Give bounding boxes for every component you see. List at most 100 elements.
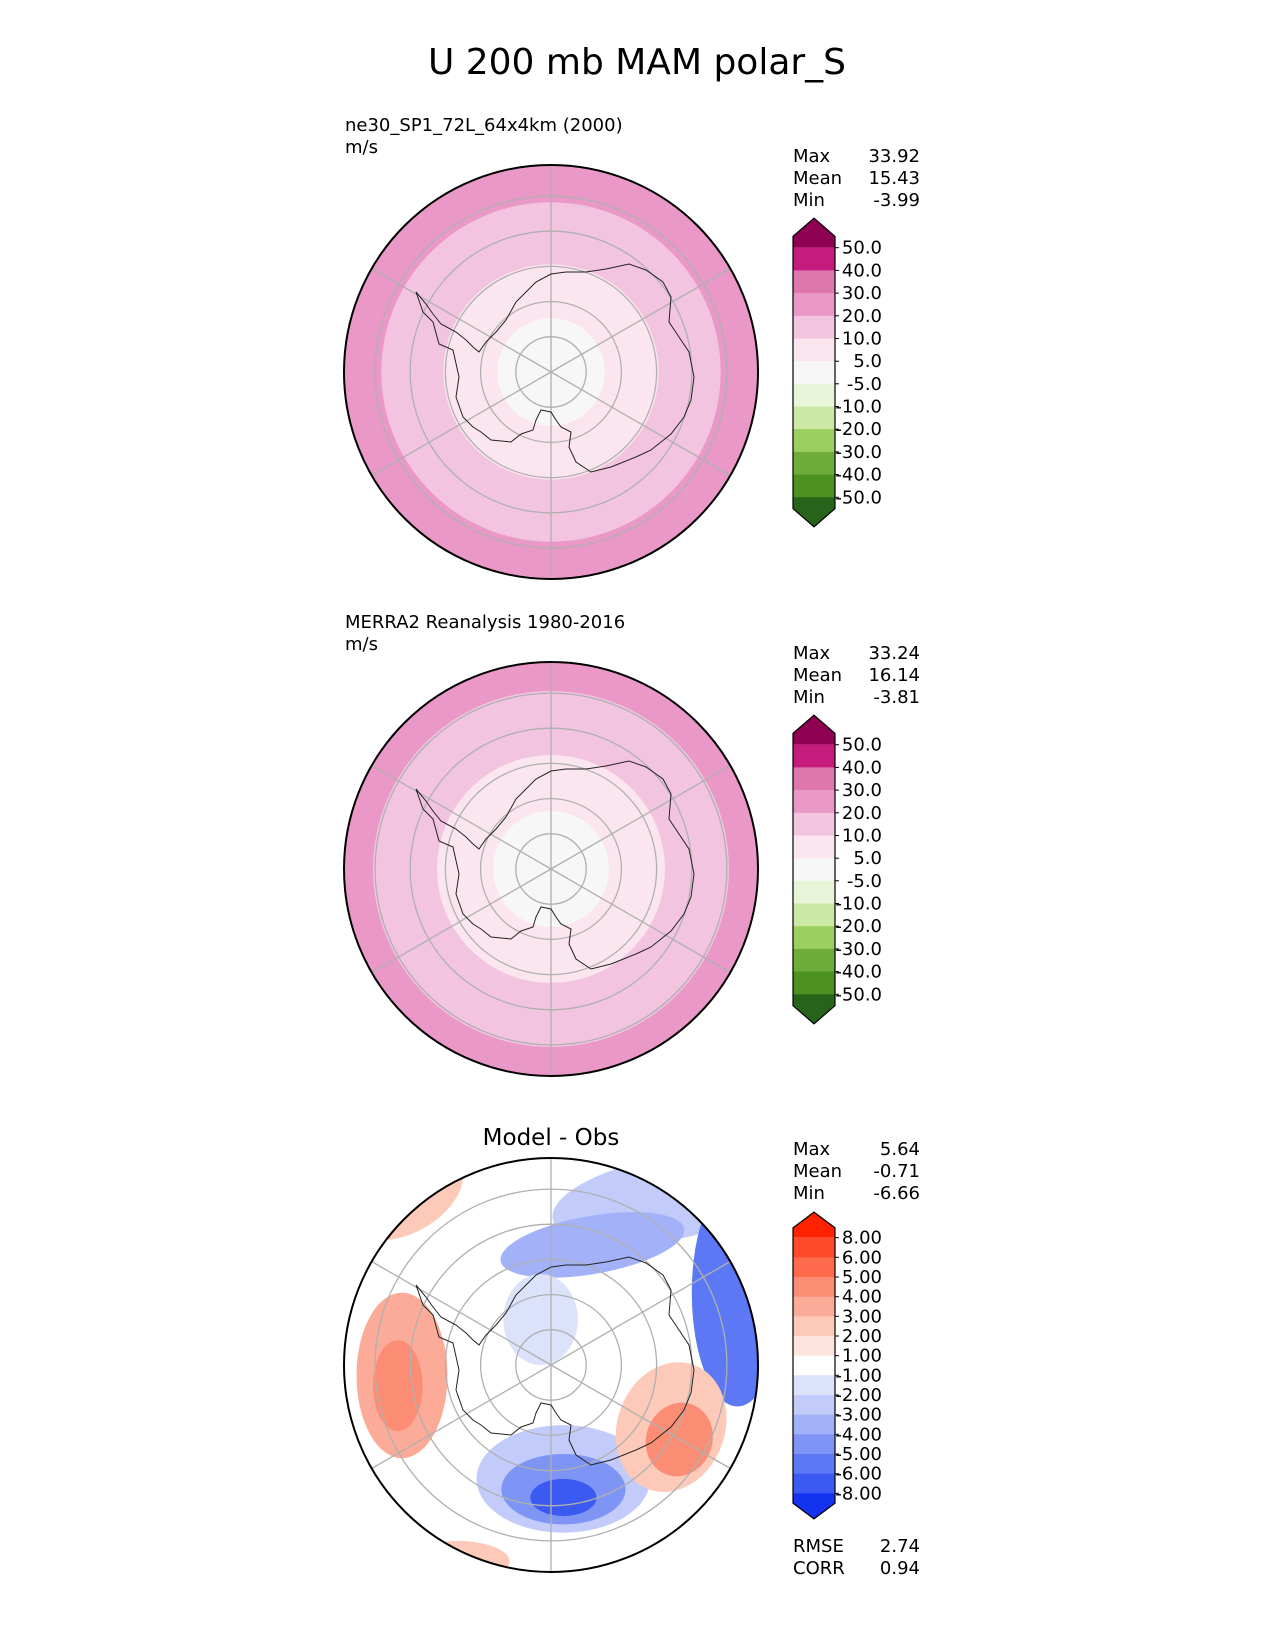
colorbar-tick-label: 20.0 [842, 803, 882, 824]
colorbar-swatch [793, 406, 835, 430]
colorbar-tick-label: -30.0 [835, 442, 882, 463]
meridian-line [371, 868, 552, 974]
panel-units: m/s [345, 634, 378, 655]
colorbar-swatch [793, 497, 835, 527]
colorbar-outline [792, 217, 836, 528]
colorbar-tick-label: 20.0 [842, 306, 882, 327]
colorbar-tick-label: 40.0 [842, 260, 882, 281]
stat-value-min: -6.66 [873, 1183, 920, 1204]
colorbar-swatch [793, 429, 835, 453]
anomaly-region-5 [530, 1478, 597, 1517]
colorbar-tick-label: -40.0 [835, 962, 882, 983]
polar-map [343, 1157, 759, 1573]
colorbar-tick-label: 5.0 [853, 848, 882, 869]
colorbar-tick-label: -50.0 [835, 487, 882, 508]
colorbar-swatch [793, 451, 835, 476]
colorbar-tick-label: 30.0 [842, 780, 882, 801]
lat-lon-grid [371, 1158, 731, 1572]
colorbar-tick-label: 8.00 [842, 1228, 882, 1249]
stat-label-max: Max [793, 643, 831, 664]
colorbar-tick-label: -5.0 [847, 871, 882, 892]
colorbar-tick-label: 10.0 [842, 329, 882, 350]
meridian-line [550, 764, 731, 870]
lat-lon-grid [371, 165, 731, 579]
colorbar-swatch [793, 994, 835, 1024]
colorbar-swatch [793, 715, 835, 745]
colorbar-swatch [793, 474, 835, 498]
colorbar-swatch [793, 1395, 835, 1416]
colorbar-tick-label: -4.00 [835, 1424, 882, 1445]
colorbar-tick-label: 30.0 [842, 283, 882, 304]
stat-value-max: 5.64 [880, 1139, 920, 1160]
panel-title: ne30_SP1_72L_64x4km (2000) [345, 115, 623, 136]
colorbar-tick-label: 40.0 [842, 757, 882, 778]
colorbar-swatch [793, 1237, 835, 1258]
colorbar: 8.006.005.004.003.002.001.00-1.00-2.00-3… [792, 1211, 882, 1520]
stat-label-min: Min [793, 190, 825, 211]
colorbar-swatch [793, 971, 835, 995]
polar-map [343, 164, 759, 580]
colorbar-tick-label: -10.0 [835, 397, 882, 418]
stat-label-min: Min [793, 687, 825, 708]
colorbar-tick-label: 5.00 [842, 1267, 882, 1288]
anomaly-region-8 [373, 1340, 423, 1432]
colorbar-swatch [793, 903, 835, 927]
stats-block: Max 5.64 Mean -0.71 Min -6.66 [793, 1139, 920, 1204]
anomaly-region-1 [500, 1212, 685, 1278]
colorbar-tick-label: 2.00 [842, 1326, 882, 1347]
colorbar-swatch [793, 767, 835, 791]
meridian-line [371, 1260, 552, 1366]
colorbar-tick-label: -30.0 [835, 939, 882, 960]
stat-value-mean: 16.14 [868, 665, 920, 686]
stat-value-mean: -0.71 [873, 1161, 920, 1182]
panel-obs: MERRA2 Reanalysis 1980-2016 m/s Max 33.2… [343, 612, 920, 1077]
meridian-line [371, 1364, 552, 1470]
colorbar-tick-label: -20.0 [835, 916, 882, 937]
stat-value-max: 33.92 [868, 146, 920, 167]
colorbar-swatch [793, 744, 835, 768]
meridian-line [550, 267, 731, 373]
colorbar-swatch [793, 315, 835, 339]
colorbar-swatch [793, 880, 835, 904]
colorbar-tick-label: -2.00 [835, 1385, 882, 1406]
colorbar-tick-label: -20.0 [835, 419, 882, 440]
anomaly-region-12 [406, 1540, 510, 1572]
meridian-line [371, 371, 552, 477]
colorbar-swatch [793, 270, 835, 294]
colorbar-tick-label: 10.0 [842, 826, 882, 847]
metrics-block: RMSE 2.74 CORR 0.94 [793, 1536, 920, 1579]
colorbar-swatch [793, 218, 835, 248]
colorbar-swatch [793, 247, 835, 271]
colorbar-swatch [793, 293, 835, 317]
colorbar-tick-label: -5.0 [847, 374, 882, 395]
stat-label-max: Max [793, 146, 831, 167]
stats-block: Max 33.92 Mean 15.43 Min -3.99 [793, 146, 920, 211]
colorbar-swatch [793, 1355, 835, 1376]
panel-title: Model - Obs [483, 1125, 620, 1151]
colorbar-tick-label: -5.00 [835, 1444, 882, 1465]
colorbar: 50.040.030.020.010.05.0-5.0-10.0-20.0-30… [792, 714, 882, 1025]
meridian-line [550, 1364, 731, 1470]
stat-label-max: Max [793, 1139, 831, 1160]
colorbar-swatch [793, 1454, 835, 1475]
colorbar-swatch [793, 361, 835, 385]
colorbar-swatch [793, 338, 835, 362]
meridian-line [550, 371, 731, 477]
colorbar-swatch [793, 858, 835, 882]
colorbar-swatch [793, 1257, 835, 1278]
colorbar-tick-label: -6.00 [835, 1464, 882, 1485]
colorbar-swatch [793, 1212, 835, 1238]
colorbar-swatch [793, 948, 835, 973]
colorbar-swatch [793, 383, 835, 407]
colorbar-swatch [793, 1375, 835, 1396]
colorbar-swatch [793, 1493, 835, 1519]
colorbar-outline [792, 714, 836, 1025]
colorbar-tick-label: 5.0 [853, 351, 882, 372]
stat-label-mean: Mean [793, 665, 842, 686]
colorbar-tick-label: 50.0 [842, 238, 882, 259]
map-boundary [343, 164, 759, 580]
colorbar-swatch [793, 1277, 835, 1298]
colorbar-tick-label: -10.0 [835, 894, 882, 915]
colorbar-tick-label: 3.00 [842, 1306, 882, 1327]
